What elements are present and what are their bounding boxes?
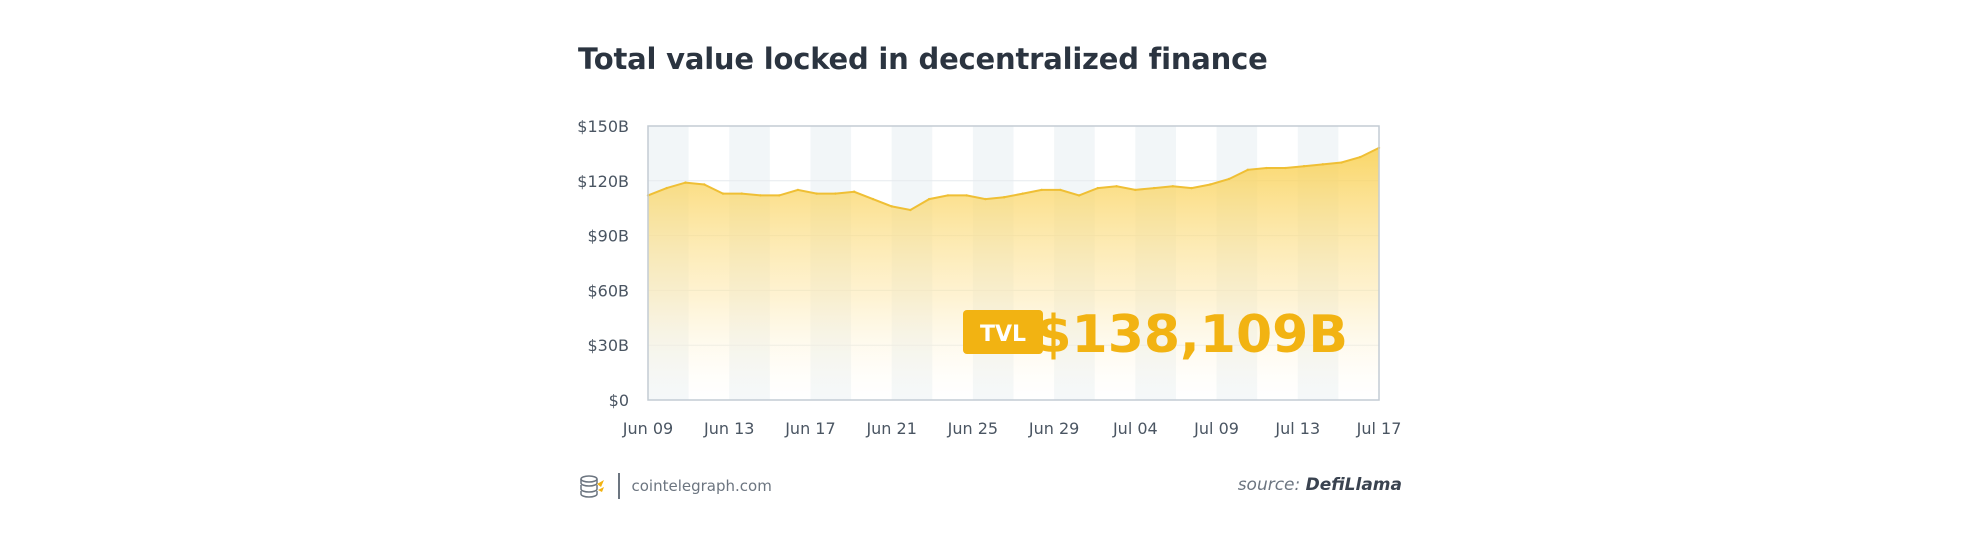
data-point xyxy=(1190,186,1193,190)
data-point xyxy=(703,183,706,186)
data-point xyxy=(815,192,818,195)
data-point xyxy=(1171,185,1175,188)
coin-stack-icon xyxy=(580,475,604,498)
data-point xyxy=(1077,194,1081,197)
data-point xyxy=(1284,166,1287,170)
data-point xyxy=(759,194,762,197)
x-tick-label: Jul 04 xyxy=(1112,419,1158,438)
data-point xyxy=(1227,177,1231,181)
source-credit: source: DefiLlama xyxy=(1238,475,1402,495)
x-tick-label: Jun 09 xyxy=(622,419,673,438)
data-point xyxy=(1059,188,1062,192)
data-point xyxy=(1096,186,1100,190)
data-point xyxy=(965,194,968,197)
x-tick-label: Jul 17 xyxy=(1356,419,1402,438)
data-point xyxy=(684,181,687,184)
footer-divider xyxy=(618,473,620,499)
y-tick-label: $150B xyxy=(577,117,629,136)
x-tick-label: Jul 09 xyxy=(1193,419,1239,438)
data-point xyxy=(946,194,950,197)
data-point xyxy=(852,190,856,193)
data-point xyxy=(1265,166,1268,170)
data-point xyxy=(796,188,800,192)
y-tick-label: $60B xyxy=(587,281,629,300)
data-point xyxy=(1021,192,1025,195)
y-tick-label: $0 xyxy=(609,391,629,410)
x-tick-label: Jul 13 xyxy=(1274,419,1320,438)
source-name: DefiLlama xyxy=(1305,475,1402,495)
data-point xyxy=(1002,196,1006,199)
data-point xyxy=(1152,186,1156,190)
data-point xyxy=(740,192,743,195)
tvl-value: $138,109B xyxy=(1035,305,1348,365)
tvl-area xyxy=(648,147,1379,400)
x-tick-label: Jun 25 xyxy=(947,419,998,438)
data-point xyxy=(1340,161,1343,164)
data-point xyxy=(1134,188,1137,192)
data-point xyxy=(1359,155,1362,159)
site-name: cointelegraph.com xyxy=(631,477,772,495)
y-tick-label: $30B xyxy=(587,336,629,355)
data-point xyxy=(890,205,893,208)
x-axis: Jun 09 Jun 13 Jun 17 Jun 21 Jun 25 Jun 29 Jul … xyxy=(622,419,1402,438)
data-point xyxy=(665,186,668,190)
y-tick-label: $120B xyxy=(577,172,629,191)
plot-frame xyxy=(647,125,1380,401)
data-point xyxy=(778,194,781,197)
data-point xyxy=(927,197,931,201)
tvl-badge-label: TVL xyxy=(980,322,1026,347)
y-axis: $0 $30B $60B $90B $120B $150B xyxy=(577,117,629,410)
tvl-badge-box xyxy=(963,310,1043,354)
chart-title: Total value locked in decentralized fina… xyxy=(578,42,1268,76)
x-tick-label: Jun 21 xyxy=(865,419,916,438)
data-point xyxy=(721,192,725,195)
data-point xyxy=(1209,183,1212,186)
data-point xyxy=(834,192,837,195)
data-point xyxy=(1246,168,1249,172)
data-point xyxy=(1321,163,1324,166)
x-tick-label: Jun 29 xyxy=(1028,419,1079,438)
data-point xyxy=(909,208,912,212)
tvl-badge: TVL xyxy=(963,310,1043,354)
data-point xyxy=(1302,164,1306,168)
data-point xyxy=(1115,185,1118,188)
tvl-line xyxy=(647,147,1380,212)
x-tick-label: Jun 17 xyxy=(784,419,835,438)
data-point xyxy=(871,197,875,201)
footer-brand: cointelegraph.com xyxy=(578,472,772,500)
source-prefix: source: xyxy=(1237,475,1301,495)
data-point xyxy=(984,197,987,201)
x-tick-label: Jun 13 xyxy=(703,419,754,438)
data-point xyxy=(1040,188,1043,192)
y-tick-label: $90B xyxy=(587,227,629,246)
